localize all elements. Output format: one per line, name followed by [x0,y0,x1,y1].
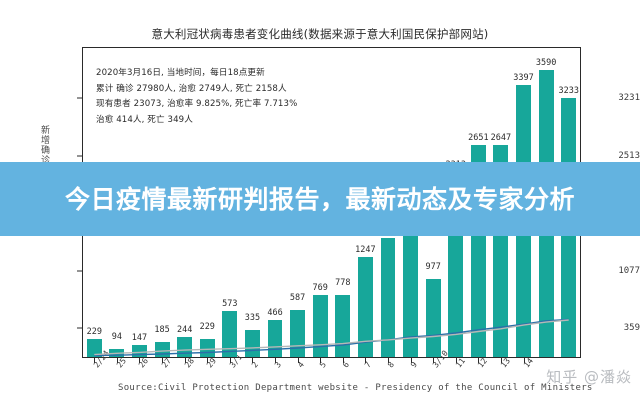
line-series-line-dark-blue [94,318,569,357]
y-tick-mark [77,270,82,272]
chart-title: 意大利冠状病毒患者变化曲线(数据来源于意大利国民保护部网站) [151,27,489,41]
footer-source-text: Source:Civil Protection Department websi… [118,383,593,393]
y-tick-mark [77,327,82,329]
bar [86,338,102,357]
y-tick-label: 1077 [618,265,640,276]
annotation-line-2: 累计 确诊 27980人, 治愈 2749人, 死亡 2158人 [96,83,287,94]
annotation-block: 2020年3月16日, 当地时间，每日18点更新 累计 确诊 27980人, 治… [96,66,297,128]
bar-value-label: 3590 [535,57,557,68]
x-tick-mark [297,358,299,363]
x-tick-label: 2 [250,360,261,370]
overlay-headline: 今日疫情最新研判报告，最新动态及专家分析 [64,184,575,214]
x-tick-label: 8 [385,360,397,370]
bar-value-label: 3233 [558,86,579,97]
x-tick-mark [387,358,389,363]
bar [403,213,419,357]
x-tick-mark [207,358,209,363]
y-tick-label: 2513 [618,150,640,161]
x-tick-mark [410,358,412,363]
x-tick-label: 4 [295,360,306,370]
y-tick-label: 3231 [618,93,640,104]
line-series-layer [94,318,569,357]
bar-value-label: 185 [154,325,170,336]
x-tick-label: 7 [363,360,374,370]
x-tick-label: 5 [318,360,329,370]
bar-value-label: 244 [176,325,193,336]
line-series-line-grey [94,319,569,356]
annotation-line-1: 2020年3月16日, 当地时间，每日18点更新 [96,68,265,78]
x-tick-mark [184,358,186,363]
x-tick-mark [365,358,367,363]
x-tick-label: 6 [340,360,351,370]
x-tick-mark [229,358,231,363]
x-tick-mark [320,358,322,363]
x-tick-mark [116,358,118,363]
annotation-line-3: 现有患者 23073, 治愈率 9.825%, 死亡率 7.713% [96,99,298,110]
y-tick-label: 359 [623,323,640,334]
x-tick-mark [523,358,525,363]
bar-value-label: 2651 [468,132,489,143]
x-tick-mark [455,358,457,363]
bar-value-label: 573 [222,299,238,310]
y-tick-mark [77,97,82,99]
x-tick-mark [500,358,502,363]
bar [380,237,396,357]
x-tick-label: 9 [408,360,419,370]
bar [357,257,373,357]
bar-value-label: 147 [131,333,148,344]
x-tick-mark [342,358,344,363]
bar [312,295,328,357]
bar-value-label: 769 [312,283,328,294]
bar-value-label: 3397 [513,73,534,84]
bar-value-label: 587 [289,293,306,303]
x-tick-mark [252,358,254,363]
overlay-banner: 今日疫情最新研判报告，最新动态及专家分析 [0,162,640,236]
bar [177,337,193,357]
bar-value-label: 229 [199,321,215,332]
y-tick-mark [77,155,82,157]
x-tick-mark [139,358,141,363]
x-tick-mark [94,358,96,363]
x-tick-mark [275,358,277,363]
x-tick-mark [162,358,164,363]
bar [132,345,147,357]
bar-value-label: 977 [425,261,441,272]
bar-value-label: 2647 [490,133,512,144]
bar-value-label: 229 [86,326,102,337]
zhihu-watermark: 知乎 @潘焱 [546,368,632,386]
bar-value-label: 94 [111,332,122,343]
x-tick-label: 3 [273,360,284,370]
bar [335,294,351,357]
y-axis-label: 新增确诊病例 [39,125,49,185]
bar [222,311,238,357]
annotation-line-4: 治愈 414人, 死亡 349人 [96,114,193,125]
bar-value-label: 778 [335,277,351,288]
bar-value-label: 1247 [355,245,376,256]
bar-value-label: 335 [244,313,261,324]
bar-value-label: 466 [267,307,283,318]
x-tick-mark [433,358,435,363]
x-tick-mark [478,358,480,363]
